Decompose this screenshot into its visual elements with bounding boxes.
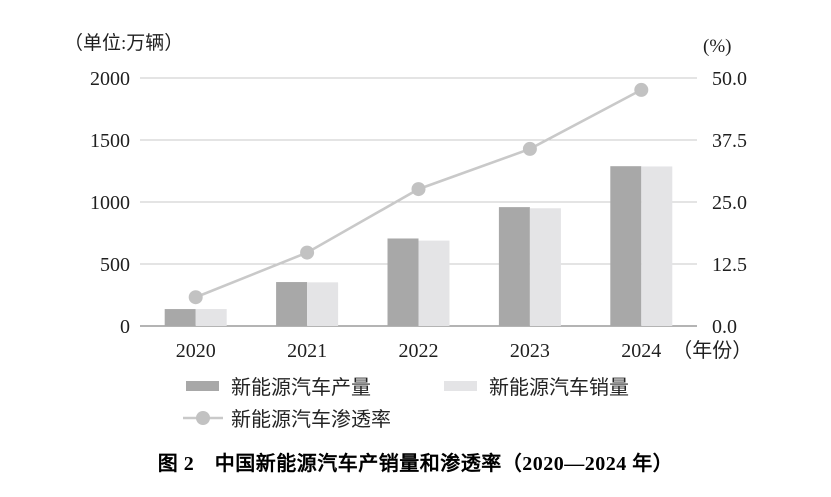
legend-label-sales: 新能源汽车销量 (489, 377, 629, 399)
legend-label-penetration: 新能源汽车渗透率 (231, 409, 391, 431)
penetration-marker (300, 245, 315, 260)
x-axis-tick-label: 2023 (510, 340, 550, 362)
bar-production (164, 309, 196, 326)
right-axis-tick-label: 50.0 (712, 68, 747, 90)
bar-production (276, 282, 308, 326)
left-axis-tick-label: 1000 (90, 192, 130, 214)
chart-legend: 新能源汽车产量 新能源汽车销量 新能源汽车渗透率 (183, 371, 629, 432)
legend-label-production: 新能源汽车产量 (231, 377, 371, 399)
bar-sales (529, 208, 561, 326)
bar-sales (195, 309, 227, 326)
production-swatch (186, 380, 219, 391)
sales-swatch (444, 380, 477, 391)
bar-production (387, 238, 419, 326)
bar-production (610, 166, 642, 326)
right-axis-tick-label: 0.0 (712, 316, 737, 338)
left-axis-tick-label: 500 (100, 254, 130, 276)
bar-sales (307, 282, 339, 326)
x-axis-tick-label: 2021 (287, 340, 327, 362)
figure-caption: 图 2 中国新能源汽车产销量和渗透率（2020—2024 年） (157, 453, 674, 475)
x-axis-tick-label: 2024 (621, 340, 661, 362)
left-axis-tick-label: 1500 (90, 130, 130, 152)
x-axis-unit-label: （年份） (672, 339, 752, 362)
penetration-marker (634, 82, 649, 97)
bar-sales (418, 240, 450, 326)
legend-item-sales: 新能源汽车销量 (444, 371, 629, 400)
x-axis-tick-label: 2022 (399, 340, 439, 362)
right-axis-unit-label: (%) (703, 36, 731, 57)
left-axis-unit-label: （单位:万辆） (64, 32, 183, 54)
right-axis-tick-label: 37.5 (712, 130, 747, 152)
legend-item-production: 新能源汽车产量 (186, 371, 444, 400)
legend-item-penetration: 新能源汽车渗透率 (183, 403, 444, 432)
nev-chart-plot: 0 0.0 500 12.5 1000 25.0 1500 37.5 2000 50.0 2020 2… (64, 32, 752, 362)
x-axis-tick-label: 2020 (176, 340, 216, 362)
left-axis-tick-label: 0 (120, 316, 130, 338)
penetration-marker (188, 290, 203, 305)
penetration-marker (411, 182, 426, 197)
penetration-line-swatch (183, 410, 223, 425)
bar-sales (641, 166, 673, 326)
bar-production (498, 207, 530, 326)
penetration-marker (522, 141, 537, 156)
left-axis-tick-label: 2000 (90, 68, 130, 90)
right-axis-tick-label: 25.0 (712, 192, 747, 214)
right-axis-tick-label: 12.5 (712, 254, 747, 276)
